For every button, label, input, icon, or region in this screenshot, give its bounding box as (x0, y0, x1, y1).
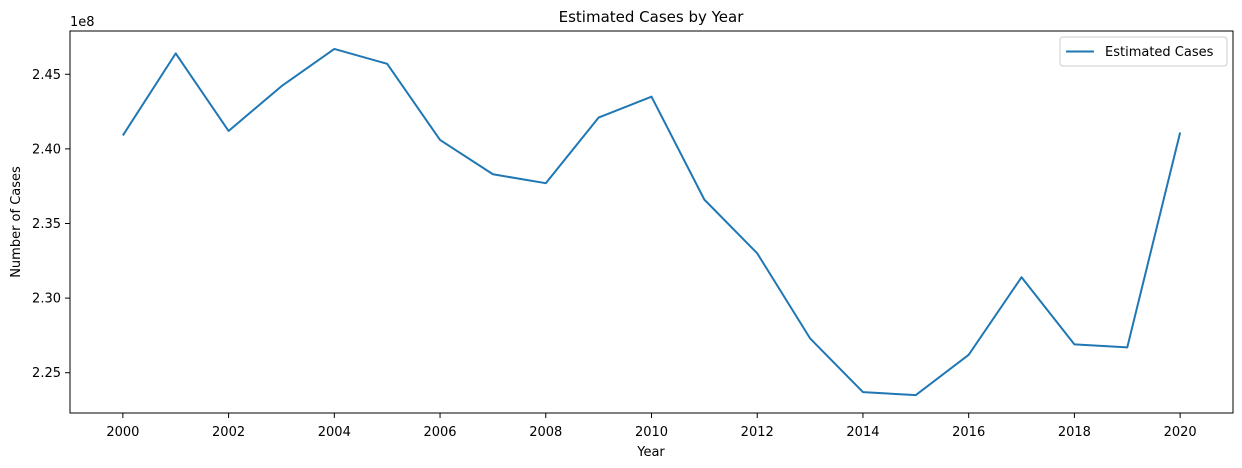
y-tick-label: 2.30 (32, 292, 61, 307)
x-tick-label: 2010 (635, 425, 668, 440)
x-tick-label: 2000 (106, 425, 139, 440)
series-line-estimated-cases (122, 47, 1182, 397)
x-axis-ticks: 2000 2002 2004 2006 2008 2010 2012 2014 2016 2018… (106, 413, 1197, 440)
x-tick-label: 2012 (741, 425, 774, 440)
x-tick-label: 2008 (529, 425, 562, 440)
y-tick-label: 2.25 (32, 366, 61, 381)
legend: Estimated Cases (1059, 36, 1228, 67)
x-tick-label: 2004 (318, 425, 351, 440)
x-tick-label: 2018 (1058, 425, 1091, 440)
x-tick-label: 2020 (1164, 425, 1197, 440)
series-group (122, 47, 1182, 397)
x-tick-label: 2014 (846, 425, 879, 440)
y-axis-title: Number of Cases (9, 166, 24, 278)
chart-title: Estimated Cases by Year (559, 8, 745, 26)
plot-frame (69, 30, 1234, 414)
y-axis-offset-label: 1e8 (70, 15, 95, 30)
x-axis-title: Year (636, 445, 665, 460)
y-tick-label: 2.35 (32, 217, 61, 232)
x-tick-label: 2016 (952, 425, 985, 440)
legend-label: Estimated Cases (1105, 45, 1214, 60)
legend-box (1059, 36, 1228, 67)
y-tick-label: 2.40 (32, 142, 61, 157)
x-tick-label: 2002 (212, 425, 245, 440)
x-tick-label: 2006 (423, 425, 456, 440)
y-tick-label: 2.45 (32, 68, 61, 83)
y-axis-ticks: 2.25 2.30 2.35 2.40 2.45 (32, 68, 70, 381)
